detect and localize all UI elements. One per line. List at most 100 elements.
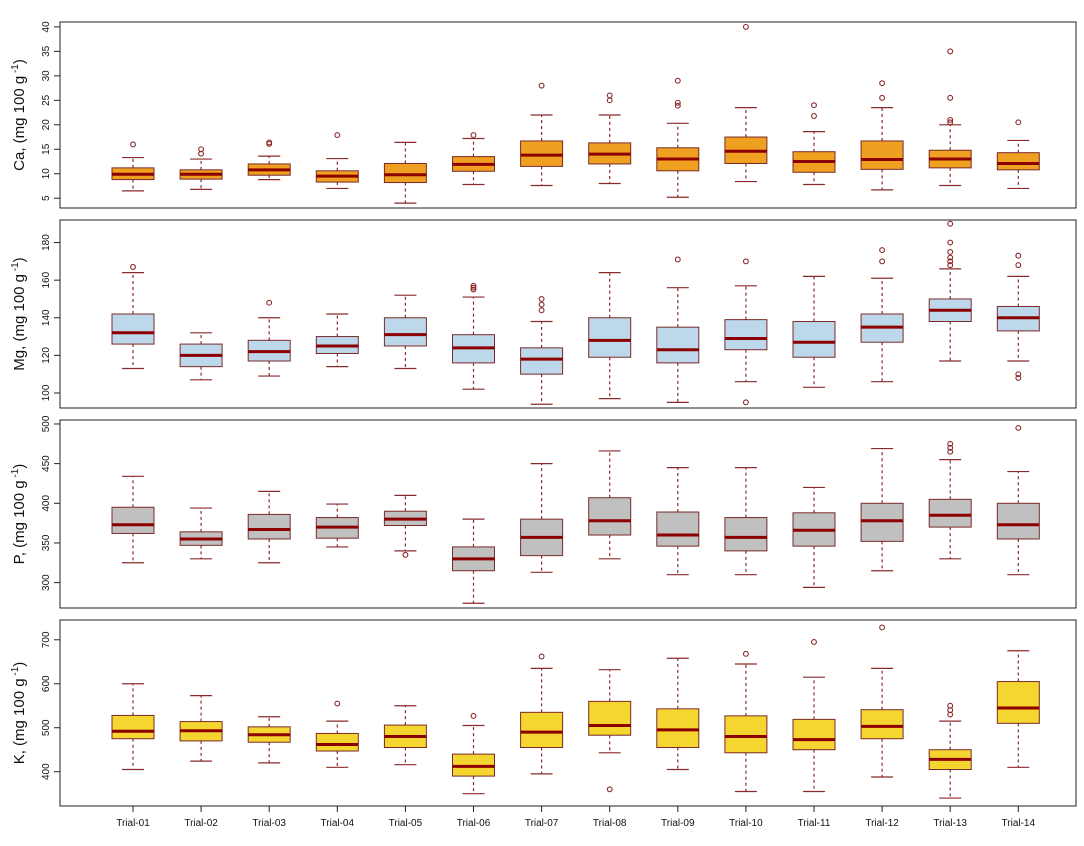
outlier-point bbox=[947, 239, 954, 246]
outlier-point bbox=[606, 97, 613, 104]
iqr-box bbox=[724, 715, 768, 754]
p-y-axis-label: P, (mg 100 g -1) bbox=[10, 464, 28, 565]
iqr-box bbox=[520, 347, 564, 375]
outlier-point bbox=[947, 220, 954, 227]
x-tick-label: Trial-10 bbox=[729, 818, 763, 829]
outlier-point bbox=[334, 700, 341, 707]
outlier-point bbox=[947, 448, 954, 455]
mg-y-tick-label: 100 bbox=[41, 384, 52, 401]
outlier-point bbox=[538, 301, 545, 308]
iqr-box bbox=[383, 317, 427, 347]
ca-y-tick-label: 5 bbox=[41, 195, 52, 201]
iqr-box bbox=[724, 517, 768, 552]
mg-plot-frame bbox=[59, 219, 1077, 409]
mg-y-tick-label: 140 bbox=[41, 309, 52, 326]
mg-box-trial-09 bbox=[656, 256, 700, 403]
k-box-trial-12 bbox=[860, 624, 904, 778]
outlier-point bbox=[879, 624, 886, 631]
ca-box-trial-02 bbox=[179, 146, 223, 190]
iqr-box bbox=[656, 511, 700, 547]
k-box-trial-05 bbox=[383, 705, 427, 766]
panel-k: 400 500 600 700 K, (mg 100 g -1) bbox=[10, 619, 1077, 807]
iqr-box bbox=[588, 497, 632, 536]
mg-box-trial-04 bbox=[315, 313, 359, 368]
ca-box-trial-04 bbox=[315, 132, 359, 190]
mg-box-trial-13 bbox=[928, 220, 972, 362]
outlier-point bbox=[947, 94, 954, 101]
p-box-trial-10 bbox=[724, 466, 768, 576]
k-box-trial-01 bbox=[111, 683, 155, 771]
outlier-point bbox=[674, 102, 681, 109]
x-tick-label: Trial-03 bbox=[252, 818, 286, 829]
k-box-trial-03 bbox=[247, 716, 291, 764]
p-box-trial-07 bbox=[520, 463, 564, 573]
ca-box-trial-03 bbox=[247, 139, 291, 181]
ca-box-trial-12 bbox=[860, 80, 904, 191]
k-box-trial-07 bbox=[520, 653, 564, 775]
outlier-point bbox=[198, 146, 205, 153]
outlier-point bbox=[538, 82, 545, 89]
mg-y-tick-label: 120 bbox=[41, 347, 52, 364]
iqr-box bbox=[656, 326, 700, 364]
k-box-trial-11 bbox=[792, 639, 836, 793]
outlier-point bbox=[1015, 252, 1022, 259]
outlier-point bbox=[742, 23, 749, 30]
mg-box-trial-02 bbox=[179, 332, 223, 381]
iqr-box bbox=[792, 718, 836, 751]
mg-box-trial-06 bbox=[452, 282, 495, 390]
p-box-trial-05 bbox=[383, 494, 427, 558]
outlier-point bbox=[811, 639, 817, 645]
panel-p: 300 350 400 450 500 P, (mg 100 g -1) bbox=[10, 415, 1077, 609]
outlier-point bbox=[811, 102, 817, 109]
outlier-point bbox=[947, 48, 954, 55]
ca-plot-frame bbox=[59, 21, 1077, 209]
p-box-trial-01 bbox=[111, 475, 155, 564]
outlier-point bbox=[742, 399, 749, 406]
ca-y-tick-label: 40 bbox=[41, 21, 52, 33]
outlier-point bbox=[1015, 371, 1022, 378]
outlier-point bbox=[606, 92, 613, 99]
x-tick-label: Trial-01 bbox=[116, 818, 150, 829]
mg-box-trial-07 bbox=[520, 296, 564, 405]
x-tick-label: Trial-14 bbox=[1002, 818, 1036, 829]
outlier-point bbox=[130, 264, 136, 270]
k-box-trial-10 bbox=[724, 650, 768, 793]
ca-box-trial-08 bbox=[588, 92, 632, 185]
outlier-point bbox=[879, 247, 886, 254]
outlier-point bbox=[470, 284, 477, 291]
outlier-point bbox=[879, 94, 886, 101]
x-tick-label: Trial-12 bbox=[865, 818, 899, 829]
p-box-trial-12 bbox=[860, 447, 904, 572]
iqr-box bbox=[383, 162, 427, 184]
mg-box-trial-12 bbox=[860, 247, 904, 383]
k-y-axis-label: K, (mg 100 g -1) bbox=[10, 662, 28, 765]
k-box-trial-02 bbox=[179, 695, 223, 762]
outlier-point bbox=[742, 258, 749, 265]
mg-box-trial-11 bbox=[792, 275, 836, 388]
p-box-trial-14 bbox=[996, 424, 1040, 576]
outlier-point bbox=[470, 132, 477, 139]
p-plot-frame bbox=[59, 419, 1077, 609]
mg-y-axis-label: Mg, (mg 100 g -1) bbox=[10, 257, 28, 370]
x-tick-label: Trial-06 bbox=[457, 818, 491, 829]
outlier-point bbox=[1015, 262, 1022, 269]
mg-box-trial-10 bbox=[724, 258, 768, 406]
p-y-tick-label: 400 bbox=[41, 495, 52, 512]
outlier-point bbox=[130, 141, 136, 148]
panel-mg: 100 120 140 160 180 Mg, (mg 100 g -1) bbox=[10, 219, 1077, 409]
outlier-point bbox=[1015, 119, 1022, 126]
x-tick-label: Trial-13 bbox=[933, 818, 967, 829]
p-y-tick-label: 300 bbox=[41, 574, 52, 591]
k-y-tick-label: 500 bbox=[41, 719, 52, 736]
outlier-point bbox=[947, 258, 954, 265]
outlier-point bbox=[674, 99, 681, 106]
outlier-point bbox=[1015, 374, 1022, 381]
outlier-point bbox=[674, 256, 681, 263]
p-box-trial-02 bbox=[179, 507, 223, 560]
ca-y-tick-label: 35 bbox=[41, 45, 52, 57]
iqr-box bbox=[860, 140, 904, 170]
ca-box-trial-14 bbox=[996, 119, 1040, 190]
outlier-point bbox=[879, 258, 886, 265]
p-box-trial-06 bbox=[452, 518, 495, 604]
